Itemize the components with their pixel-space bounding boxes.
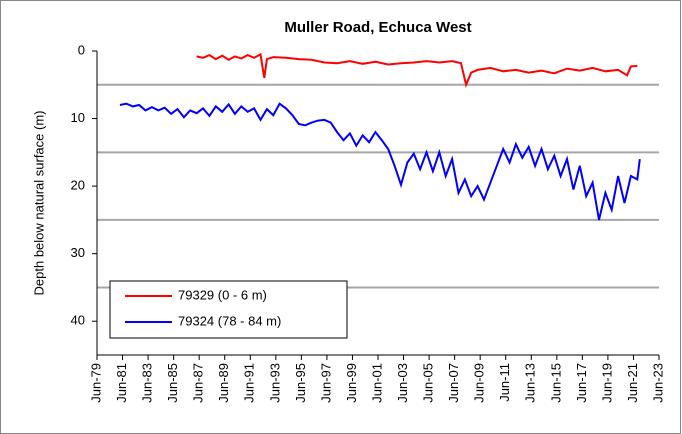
x-tick-label: Jun-01 <box>369 363 384 403</box>
y-tick-label: 20 <box>71 178 85 193</box>
x-tick-label: Jun-85 <box>165 363 180 403</box>
x-tick-label: Jun-87 <box>191 363 206 403</box>
legend-label: 79329 (0 - 6 m) <box>178 287 267 302</box>
x-tick-label: Jun-11 <box>497 363 512 402</box>
x-tick-label: Jun-97 <box>318 363 333 403</box>
y-tick-label: 10 <box>71 110 85 125</box>
y-tick-label: 30 <box>71 245 85 260</box>
series-line <box>119 102 641 221</box>
y-tick-label: 0 <box>78 42 85 57</box>
x-tick-label: Jun-21 <box>625 363 640 403</box>
x-tick-label: Jun-79 <box>88 363 103 403</box>
x-tick-label: Jun-91 <box>242 363 257 403</box>
y-axis-label: Depth below natural surface (m) <box>31 111 46 296</box>
x-tick-label: Jun-05 <box>421 363 436 403</box>
x-tick-label: Jun-81 <box>114 363 129 403</box>
x-tick-label: Jun-13 <box>523 363 538 403</box>
chart-title: Muller Road, Echuca West <box>284 19 471 36</box>
series-line <box>196 52 638 89</box>
x-tick-label: Jun-93 <box>267 363 282 403</box>
x-tick-label: Jun-09 <box>472 363 487 403</box>
legend-label: 79324 (78 - 84 m) <box>178 313 281 328</box>
y-tick-label: 40 <box>71 313 85 328</box>
x-tick-label: Jun-07 <box>446 363 461 403</box>
x-tick-label: Jun-99 <box>344 363 359 403</box>
x-tick-label: Jun-23 <box>650 363 665 403</box>
x-tick-label: Jun-17 <box>574 363 589 403</box>
x-tick-label: Jun-95 <box>293 363 308 403</box>
x-tick-label: Jun-89 <box>216 363 231 403</box>
x-tick-label: Jun-03 <box>395 363 410 403</box>
legend-box <box>109 280 348 339</box>
x-tick-label: Jun-19 <box>599 363 614 403</box>
x-tick-label: Jun-83 <box>140 363 155 403</box>
x-tick-label: Jun-15 <box>548 363 563 403</box>
